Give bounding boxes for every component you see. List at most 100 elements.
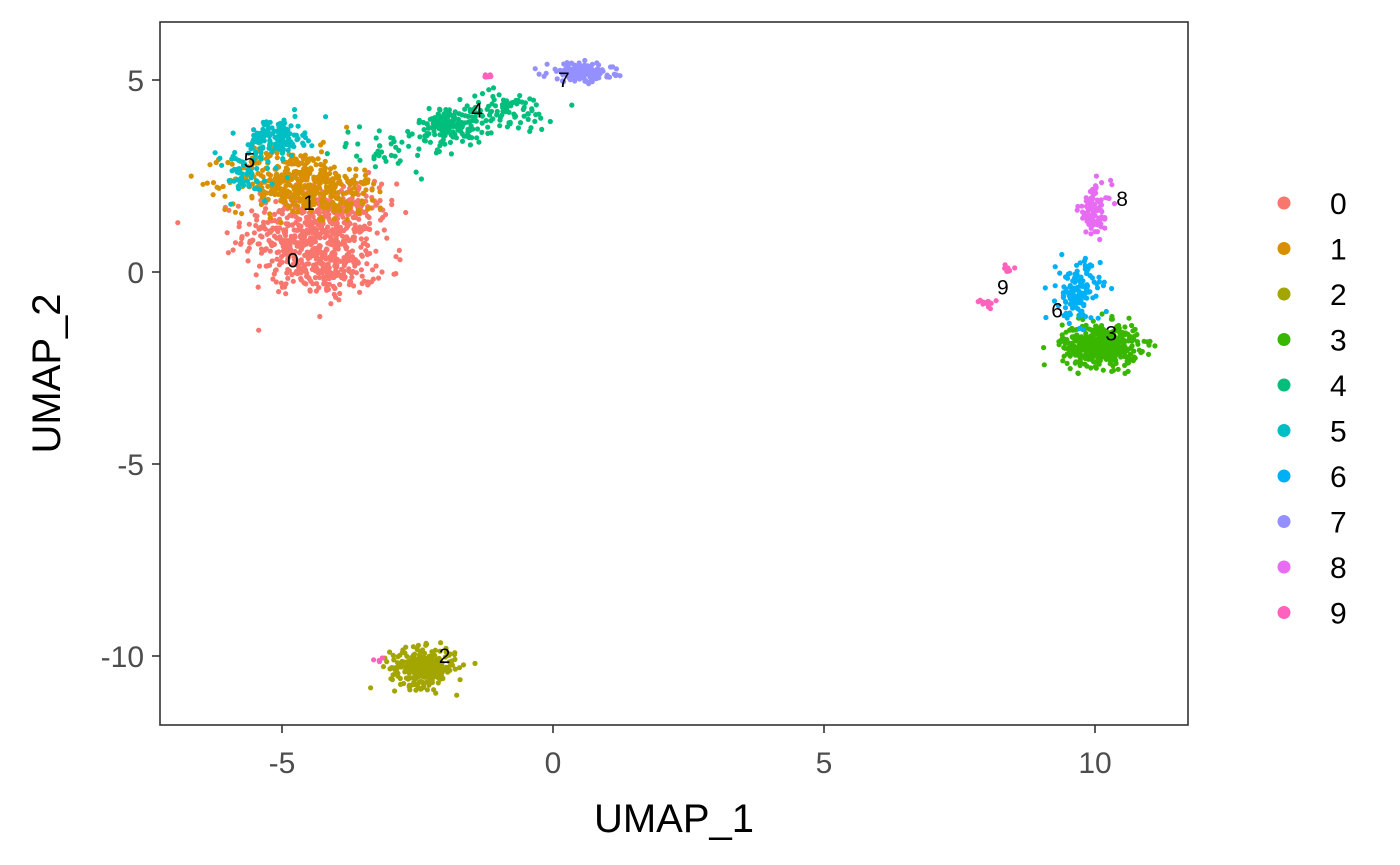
point — [321, 277, 327, 283]
legend-key — [1277, 424, 1291, 437]
point — [254, 165, 260, 172]
plot-panel-border — [159, 21, 1189, 726]
point — [1105, 195, 1111, 201]
point — [207, 162, 213, 168]
point — [335, 242, 341, 248]
point — [559, 78, 566, 84]
point — [280, 128, 286, 134]
point — [411, 661, 417, 667]
point — [260, 174, 266, 180]
point — [1152, 343, 1158, 349]
point — [406, 670, 412, 676]
point — [280, 124, 286, 130]
point — [287, 189, 293, 195]
point — [318, 149, 325, 155]
point — [1096, 335, 1102, 341]
point — [1067, 310, 1073, 316]
point — [394, 181, 400, 187]
point — [338, 200, 344, 206]
point — [252, 186, 258, 192]
point — [1129, 338, 1135, 344]
point — [402, 650, 408, 656]
point — [403, 675, 409, 681]
point — [253, 223, 259, 229]
point — [222, 206, 228, 213]
point — [365, 281, 372, 287]
point — [467, 107, 473, 113]
point — [324, 151, 330, 157]
cluster-label-9: 9 — [997, 276, 1009, 299]
point — [454, 692, 460, 698]
point — [1042, 285, 1048, 291]
point — [278, 134, 284, 140]
point — [304, 160, 310, 166]
point — [413, 169, 419, 175]
point — [246, 181, 252, 188]
point — [301, 196, 307, 202]
point — [484, 106, 490, 112]
point — [424, 670, 431, 676]
point — [426, 105, 432, 112]
point — [307, 235, 313, 241]
point — [280, 156, 286, 162]
point — [272, 191, 278, 198]
point — [538, 115, 544, 121]
point — [390, 652, 396, 658]
point — [216, 185, 222, 191]
point — [273, 279, 279, 285]
cluster-label-5: 5 — [244, 150, 256, 173]
point — [459, 138, 466, 144]
point — [352, 257, 358, 263]
point — [267, 119, 273, 125]
point — [379, 181, 385, 187]
point — [204, 180, 210, 186]
point — [353, 166, 359, 172]
point — [423, 640, 429, 647]
point — [1043, 314, 1049, 321]
point — [582, 57, 588, 64]
point — [367, 205, 373, 211]
point — [1083, 195, 1089, 201]
point — [364, 261, 370, 267]
point — [1079, 353, 1085, 359]
point — [412, 665, 418, 672]
point — [406, 133, 412, 139]
point — [317, 235, 323, 241]
point — [475, 99, 482, 106]
point — [377, 143, 383, 149]
point — [306, 189, 312, 195]
point — [1075, 203, 1081, 210]
point — [1111, 201, 1118, 207]
point — [1098, 198, 1104, 204]
point — [447, 139, 453, 145]
point — [283, 238, 289, 244]
point — [265, 123, 271, 129]
point — [281, 229, 287, 236]
point — [993, 298, 999, 304]
point — [280, 143, 286, 149]
point — [497, 117, 503, 123]
point — [1061, 345, 1067, 351]
point — [429, 677, 435, 683]
point — [332, 251, 338, 257]
point — [369, 187, 375, 193]
point — [1122, 370, 1128, 376]
point — [288, 152, 294, 159]
point — [413, 687, 419, 693]
point — [294, 137, 300, 143]
point — [344, 217, 350, 223]
point — [225, 250, 231, 256]
y-tick-label: -5 — [117, 449, 144, 482]
point — [341, 276, 347, 282]
point — [308, 242, 314, 248]
cluster-5-points — [212, 107, 329, 207]
point — [1080, 209, 1086, 215]
point — [265, 171, 272, 177]
point — [604, 72, 610, 78]
point — [521, 113, 527, 119]
point — [373, 202, 379, 208]
point — [264, 263, 270, 269]
point — [479, 120, 485, 126]
point — [338, 196, 344, 202]
point — [354, 153, 360, 159]
